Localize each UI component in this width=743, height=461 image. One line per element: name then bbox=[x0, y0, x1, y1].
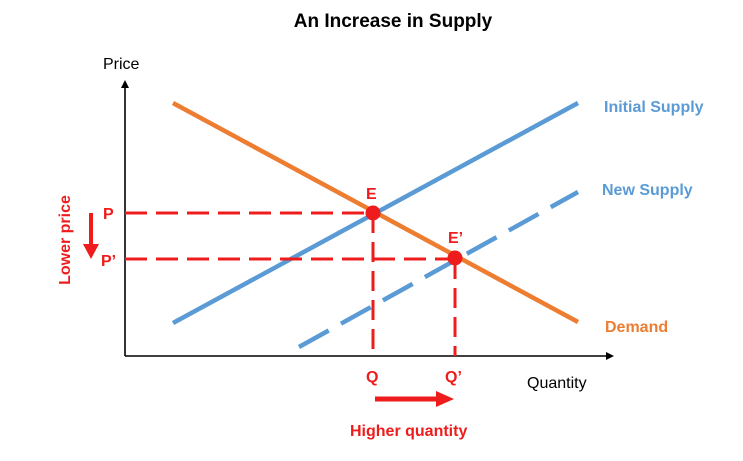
quantity-q-prime-label: Q’ bbox=[445, 369, 462, 386]
right-arrow-icon bbox=[375, 391, 454, 407]
equilibrium-e-prime-label: E’ bbox=[448, 230, 463, 247]
equilibrium-e-label: E bbox=[366, 186, 377, 203]
quantity-q-label: Q bbox=[366, 369, 378, 386]
equilibrium-e-point bbox=[365, 205, 381, 221]
higher-quantity-label: Higher quantity bbox=[350, 423, 467, 440]
price-p-label: P bbox=[103, 206, 114, 223]
new-supply-label: New Supply bbox=[602, 182, 693, 199]
y-axis-label: Price bbox=[103, 56, 140, 73]
new-supply-curve bbox=[297, 190, 580, 349]
lower-price-label: Lower price bbox=[57, 195, 74, 285]
down-arrow-icon bbox=[83, 213, 99, 259]
diagram-title: An Increase in Supply bbox=[294, 11, 493, 32]
equilibrium-e-prime-point bbox=[447, 250, 463, 266]
demand-label: Demand bbox=[605, 319, 668, 336]
x-axis-label: Quantity bbox=[527, 375, 587, 392]
price-p-prime-label: P’ bbox=[101, 253, 116, 270]
initial-supply-label: Initial Supply bbox=[604, 99, 704, 116]
